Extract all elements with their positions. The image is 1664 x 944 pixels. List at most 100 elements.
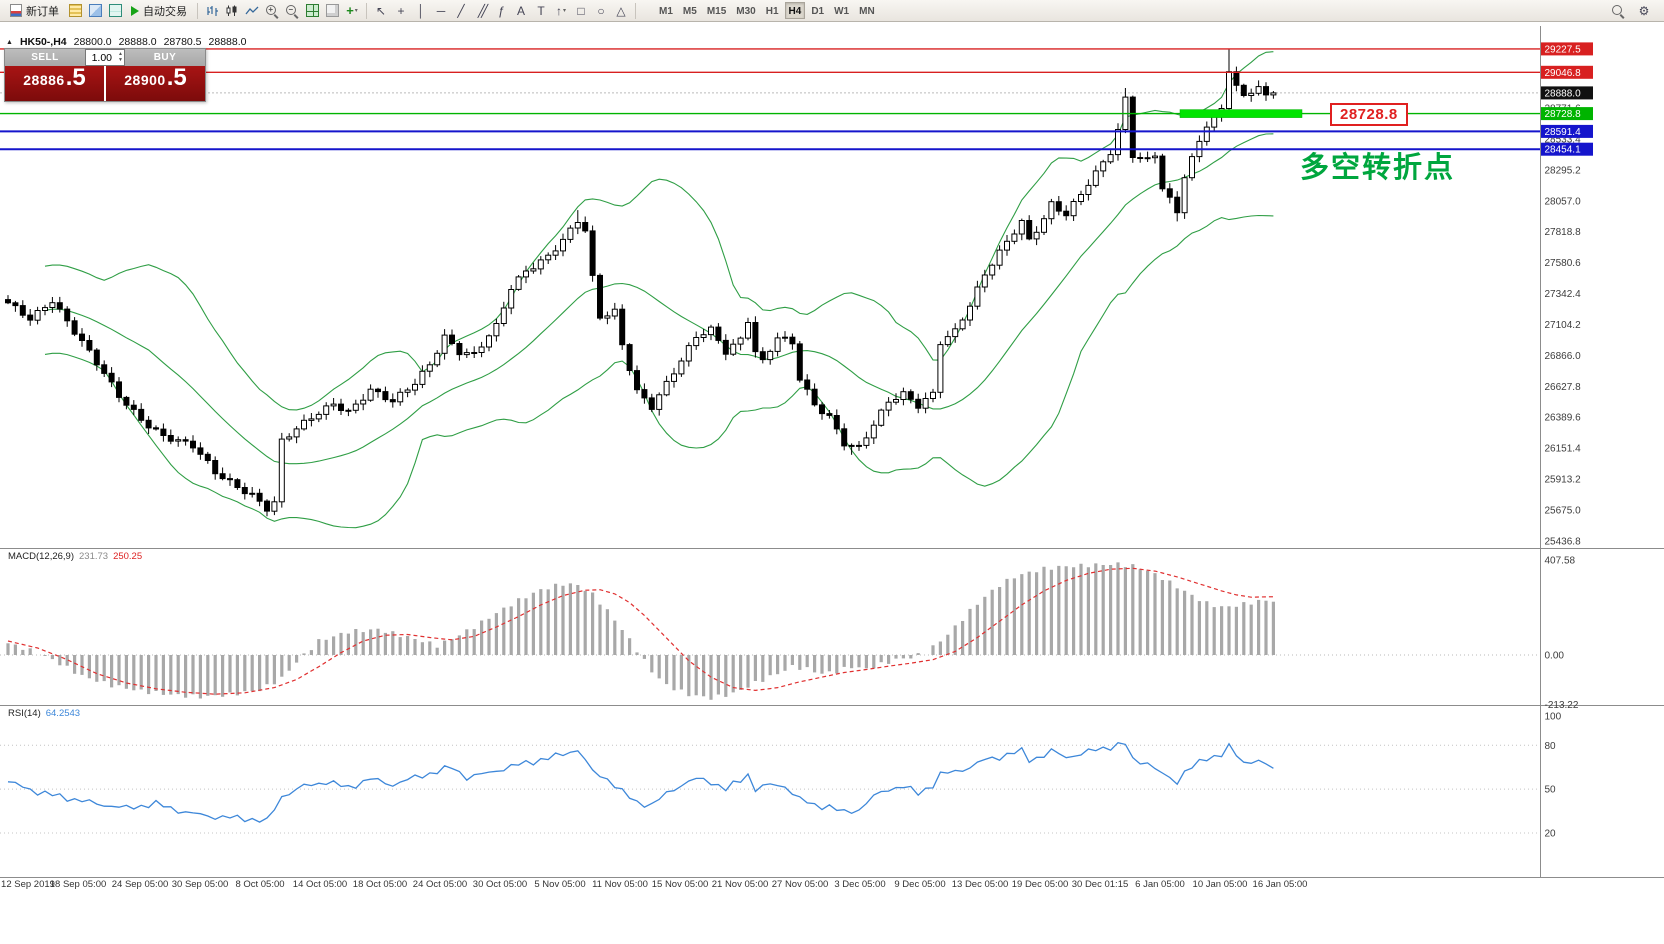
time-axis-tick: 5 Nov 05:00 — [534, 879, 586, 890]
svg-text:28888.0: 28888.0 — [1545, 88, 1582, 99]
timeframe-m30[interactable]: M30 — [736, 6, 756, 17]
toolbar-separator — [366, 2, 367, 19]
timeframe-m15[interactable]: M15 — [706, 6, 727, 17]
timeframe-d1[interactable]: D1 — [811, 6, 825, 17]
timeframe-h1[interactable]: H1 — [765, 6, 779, 17]
time-axis-tick: 21 Nov 05:00 — [711, 879, 769, 890]
indicators-button[interactable]: + ▾ — [346, 3, 358, 18]
settings-icon[interactable]: ⚙ — [1638, 3, 1650, 18]
cursor-button[interactable]: ↖ — [375, 3, 387, 18]
arrange-windows-button[interactable] — [322, 1, 342, 20]
lot-size-input[interactable] — [86, 51, 114, 64]
time-axis-tick: 30 Oct 05:00 — [472, 879, 528, 890]
market-watch-icon[interactable] — [65, 1, 85, 20]
crosshair-button[interactable]: + — [397, 3, 405, 18]
price-axis-tick: 26389.6 — [1545, 413, 1582, 424]
price-axis-tick: 27104.2 — [1545, 320, 1582, 331]
text-button[interactable]: A — [516, 3, 525, 18]
bollinger-band — [44, 214, 1274, 529]
price-axis-tick: 28057.0 — [1545, 196, 1582, 207]
ellipse-tool-button[interactable]: ○ — [597, 3, 605, 18]
price-level-label — [1541, 142, 1593, 156]
timeframe-h4[interactable]: H4 — [784, 2, 806, 19]
price-level-label — [1541, 107, 1593, 121]
toolbar-separator — [635, 2, 636, 19]
price-axis-tick: 26151.4 — [1545, 444, 1582, 455]
price-axis-tick: 28533.4 — [1545, 135, 1582, 146]
price-axis-tick: 25675.0 — [1545, 505, 1582, 516]
line-chart-button[interactable] — [242, 1, 262, 20]
horizontal-line-button[interactable]: ─ — [436, 3, 446, 18]
time-axis: 12 Sep 2019 18 Sep 05:00 24 Sep 05:00 30 Se… — [0, 879, 1664, 895]
terminal-icon[interactable] — [105, 1, 125, 20]
lot-spinner[interactable]: ▲ ▼ — [118, 51, 123, 63]
text-label-button[interactable]: T — [537, 3, 545, 18]
timeframe-mn[interactable]: MN — [859, 6, 875, 17]
buy-button[interactable]: 28900 .5 — [106, 66, 205, 101]
time-axis-tick: 24 Oct 05:00 — [412, 879, 468, 890]
toolbar-separator — [197, 2, 198, 19]
new-order-label: 新订单 — [26, 5, 59, 18]
rsi-axis-tick: 80 — [1545, 741, 1557, 752]
macd-histogram — [6, 562, 1276, 700]
tile-windows-button[interactable] — [302, 1, 322, 20]
sell-button[interactable]: 28886 .5 — [5, 66, 104, 101]
new-order-button[interactable]: 新订单 — [4, 1, 65, 20]
price-axis-tick: 26866.0 — [1545, 351, 1582, 362]
bars-chart-button[interactable] — [202, 1, 222, 20]
channel-button[interactable]: ╱╱ — [477, 3, 488, 18]
timeframe-group: M1 M5 M15 M30 H1 H4 D1 W1 MN — [654, 2, 880, 19]
time-axis-tick: 9 Dec 05:00 — [894, 879, 946, 890]
rsi-value: 64.2543 — [45, 708, 81, 719]
svg-text:28591.4: 28591.4 — [1545, 127, 1582, 138]
zoom-out-button[interactable]: − — [282, 1, 302, 20]
macd-value: 231.73 — [79, 551, 109, 562]
collapse-panel-icon[interactable]: ▲ — [6, 38, 13, 46]
one-click-trading-panel: SELL ▲▼ BUY 28886 .5 28900 .5 — [4, 48, 206, 102]
timeframe-m5[interactable]: M5 — [682, 6, 697, 17]
fibonacci-button[interactable]: ƒ — [497, 3, 505, 18]
time-axis-tick: 10 Jan 05:00 — [1192, 879, 1248, 890]
vertical-line-button[interactable]: │ — [417, 3, 425, 18]
timeframe-w1[interactable]: W1 — [834, 6, 850, 17]
price-level-label — [1541, 86, 1593, 100]
zoom-in-button[interactable]: + — [262, 1, 282, 20]
time-axis-tick: 27 Nov 05:00 — [771, 879, 829, 890]
symbol-label: HK50-,H4 — [19, 36, 67, 48]
svg-text:29046.8: 29046.8 — [1545, 68, 1582, 79]
svg-text:28454.1: 28454.1 — [1545, 145, 1582, 156]
turning-point-note: 多空转折点 — [1300, 150, 1456, 184]
close-value: 28888.0 — [208, 36, 247, 48]
support-zone-rectangle[interactable] — [1179, 109, 1303, 118]
time-axis-tick: 16 Jan 05:00 — [1252, 879, 1308, 890]
price-axis-tick: 25436.8 — [1545, 536, 1582, 547]
autotrading-button[interactable]: 自动交易 — [125, 1, 193, 20]
time-axis-tick: 11 Nov 05:00 — [592, 879, 648, 890]
arrows-button[interactable]: ↑ ▾ — [555, 3, 566, 18]
autotrading-label: 自动交易 — [143, 5, 187, 18]
chart-canvas[interactable]: 28771.628533.428295.228057.027818.827580… — [0, 22, 1664, 944]
new-order-icon — [10, 4, 22, 17]
time-axis-tick: 15 Nov 05:00 — [651, 879, 709, 890]
timeframe-m1[interactable]: M1 — [659, 6, 673, 17]
triangle-tool-button[interactable]: △ — [616, 3, 626, 18]
svg-text:29227.5: 29227.5 — [1545, 44, 1582, 55]
macd-axis-tick: 407.58 — [1545, 556, 1576, 567]
navigator-icon[interactable] — [85, 1, 105, 20]
price-axis-tick: 25913.2 — [1545, 475, 1582, 486]
price-axis-tick: 27342.4 — [1545, 289, 1582, 300]
chart-ohlc-header: ▲ HK50-,H4 28800.0 28888.0 28780.5 28888… — [6, 36, 247, 48]
rectangle-tool-button[interactable]: □ — [577, 3, 585, 18]
trendline-button[interactable]: ╱ — [457, 3, 465, 18]
price-axis-tick: 26627.8 — [1545, 382, 1582, 393]
time-axis-tick: 19 Dec 05:00 — [1011, 879, 1069, 890]
price-level-label — [1541, 42, 1593, 56]
search-icon[interactable] — [1608, 1, 1628, 20]
time-axis-tick: 6 Jan 05:00 — [1135, 879, 1185, 890]
candlestick-chart-button[interactable] — [222, 1, 242, 20]
rsi-axis-tick: 100 — [1545, 712, 1562, 723]
high-value: 28888.0 — [118, 36, 157, 48]
price-axis-tick: 27818.8 — [1545, 227, 1582, 238]
lot-size-box: ▲▼ — [85, 49, 125, 66]
